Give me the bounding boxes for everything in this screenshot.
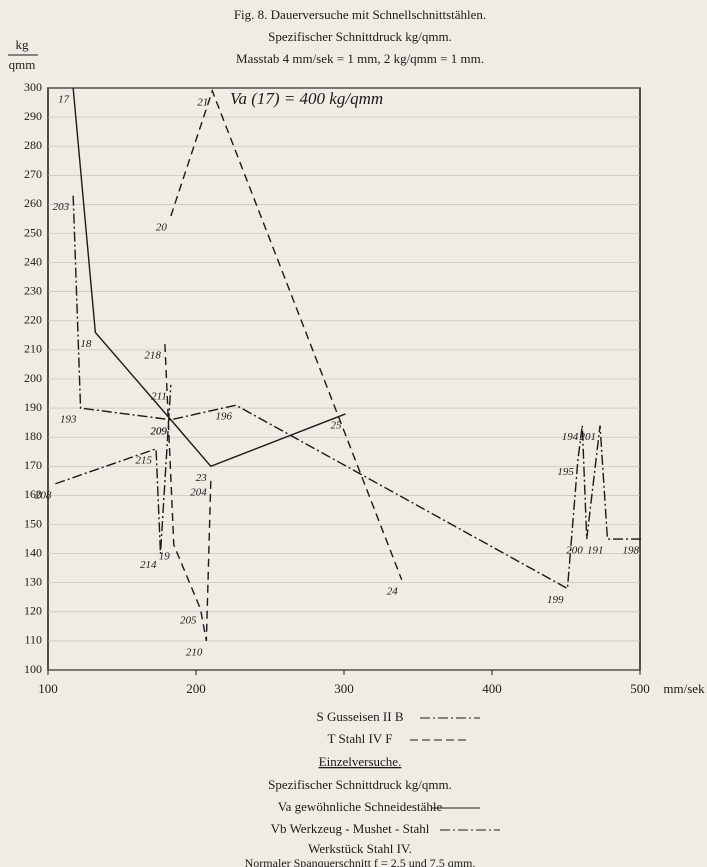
point-label: 209 xyxy=(150,425,167,437)
y-tick-label: 210 xyxy=(24,342,42,356)
y-tick-label: 170 xyxy=(24,458,42,472)
point-label: 18 xyxy=(80,338,92,350)
caption: Va gewöhnliche Schneidestähle xyxy=(278,799,443,814)
caption: Spezifischer Schnittdruck kg/qmm. xyxy=(268,777,452,792)
point-label: 218 xyxy=(144,350,161,362)
y-tick-label: 250 xyxy=(24,225,42,239)
point-label: 210 xyxy=(186,646,203,658)
x-tick-label: 500 xyxy=(630,681,650,696)
point-label: 200 xyxy=(566,545,583,557)
point-label: 199 xyxy=(547,594,564,606)
y-tick-label: 110 xyxy=(24,633,42,647)
caption: Werkstück Stahl IV. xyxy=(308,841,412,856)
point-label: 21 xyxy=(197,96,208,108)
point-label: 201 xyxy=(580,431,597,443)
caption: Vb Werkzeug - Mushet - Stahl xyxy=(271,821,430,836)
y-tick-label: 240 xyxy=(24,254,42,268)
point-label: 208 xyxy=(35,489,52,501)
series-line xyxy=(55,384,172,554)
point-label: 211 xyxy=(151,390,167,402)
point-label: 195 xyxy=(557,466,574,478)
y-tick-label: 280 xyxy=(24,138,42,152)
point-label: 209 xyxy=(150,425,167,437)
caption: S Gusseisen II B xyxy=(316,709,403,724)
y-tick-label: 180 xyxy=(24,429,42,443)
y-tick-label: 290 xyxy=(24,109,42,123)
point-label: 196 xyxy=(215,411,232,423)
series-line xyxy=(164,344,212,642)
x-tick-label: 400 xyxy=(482,681,502,696)
y-tick-label: 230 xyxy=(24,283,42,297)
y-unit: qmm xyxy=(9,57,36,72)
x-tick-label: 300 xyxy=(334,681,354,696)
y-tick-label: 100 xyxy=(24,662,42,676)
y-tick-label: 130 xyxy=(24,574,42,588)
y-tick-label: 270 xyxy=(24,167,42,181)
y-tick-label: 220 xyxy=(24,313,42,327)
chart-subtitle: Spezifischer Schnittdruck kg/qmm. xyxy=(268,29,452,44)
y-tick-label: 260 xyxy=(24,196,42,210)
y-tick-label: 160 xyxy=(24,487,42,501)
point-label: 191 xyxy=(587,545,604,557)
y-tick-label: 300 xyxy=(24,80,42,94)
scale-note: Masstab 4 mm/sek = 1 mm, 2 kg/qmm = 1 mm… xyxy=(236,51,484,66)
caption: Normaler Spanquerschnitt f = 2,5 und 7,5… xyxy=(245,856,476,867)
point-label: 204 xyxy=(190,486,207,498)
point-label: 205 xyxy=(180,614,197,626)
point-label: 215 xyxy=(136,454,153,466)
point-label: 23 xyxy=(196,472,208,484)
y-tick-label: 140 xyxy=(24,545,42,559)
point-label: 194 xyxy=(562,431,579,443)
point-label: 17 xyxy=(58,94,70,106)
caption: Einzelversuche. xyxy=(319,754,402,769)
y-tick-label: 190 xyxy=(24,400,42,414)
x-unit: mm/sek xyxy=(663,681,705,696)
y-tick-label: 120 xyxy=(24,604,42,618)
y-tick-label: 150 xyxy=(24,516,42,530)
caption: T Stahl IV F xyxy=(328,731,393,746)
point-label: 203 xyxy=(53,201,70,213)
x-tick-label: 200 xyxy=(186,681,206,696)
point-label: 24 xyxy=(387,585,399,597)
annotation: Va (17) = 400 kg/qmm xyxy=(230,89,383,108)
x-tick-label: 100 xyxy=(38,681,58,696)
point-label: 20 xyxy=(156,222,168,234)
y-tick-label: 200 xyxy=(24,371,42,385)
point-label: 198 xyxy=(622,545,639,557)
series-line xyxy=(72,87,346,468)
point-label: 25 xyxy=(330,419,342,431)
point-label: 19 xyxy=(159,550,171,562)
series-line xyxy=(72,195,643,590)
series-line xyxy=(170,88,403,581)
chart-title: Fig. 8. Dauerversuche mit Schnellschnitt… xyxy=(234,7,486,22)
point-label: 193 xyxy=(60,414,77,426)
point-label: 214 xyxy=(140,559,157,571)
y-unit: kg xyxy=(16,37,30,52)
